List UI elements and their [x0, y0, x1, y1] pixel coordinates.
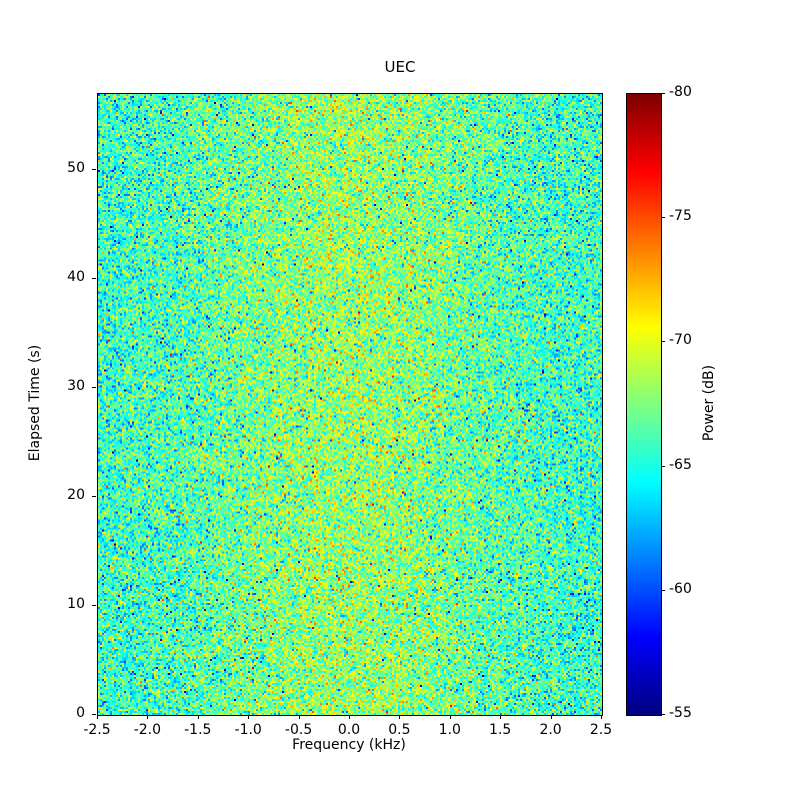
y-tick-mark [92, 496, 96, 498]
x-tick-mark [550, 715, 552, 719]
colorbar-gradient [627, 94, 661, 715]
y-tick-label: 20 [67, 487, 85, 504]
x-tick-mark [349, 715, 350, 719]
x-tick-mark [147, 715, 149, 719]
x-tick-label: -2.0 [133, 722, 162, 738]
x-tick-label: 1.5 [489, 722, 512, 738]
spectrogram-image [98, 94, 602, 715]
x-tick-mark [97, 715, 98, 719]
colorbar-tick-mark [661, 341, 665, 343]
colorbar-tick-label: -75 [669, 208, 692, 225]
y-axis-label: Elapsed Time (s) [27, 344, 43, 462]
y-tick-label: 0 [76, 705, 85, 721]
colorbar-tick-label: -65 [669, 456, 692, 473]
x-tick-label: 1.0 [438, 722, 461, 738]
x-tick-mark [197, 715, 199, 719]
colorbar-tick-mark [661, 589, 665, 591]
x-tick-label: 0.0 [337, 722, 361, 738]
colorbar-tick-mark [661, 93, 665, 94]
y-tick-mark [92, 278, 96, 280]
x-tick-mark [399, 715, 401, 719]
title-main: UEC [384, 58, 416, 76]
x-tick-label: -1.5 [184, 722, 212, 738]
x-tick-mark [248, 715, 250, 719]
colorbar-tick-label: -70 [669, 332, 692, 349]
y-tick-mark [92, 169, 96, 171]
y-tick-label: 50 [67, 160, 85, 177]
x-tick-label: -0.5 [284, 722, 313, 738]
colorbar-tick-mark [661, 465, 665, 467]
x-tick-label: -2.5 [83, 722, 111, 738]
x-tick-label: 2.5 [589, 722, 613, 738]
colorbar-tick-label: -60 [669, 580, 692, 597]
x-axis-label: Frequency (kHz) [292, 737, 406, 753]
x-tick-mark [601, 715, 602, 719]
y-tick-label: 40 [67, 269, 85, 286]
x-tick-label: -1.0 [234, 722, 262, 738]
y-tick-mark [92, 714, 96, 715]
colorbar[interactable] [626, 93, 662, 716]
colorbar-tick-mark [661, 217, 665, 219]
colorbar-tick-label: -55 [669, 705, 692, 721]
x-tick-mark [298, 715, 300, 719]
colorbar-tick-mark [661, 714, 665, 715]
x-tick-label: 2.0 [539, 722, 562, 738]
x-tick-mark [500, 715, 502, 719]
y-tick-mark [92, 605, 96, 607]
spectrogram-plot[interactable] [97, 93, 603, 716]
colorbar-tick-label: -80 [669, 84, 692, 100]
y-tick-mark [92, 387, 96, 389]
x-tick-mark [449, 715, 451, 719]
x-tick-label: 0.5 [388, 722, 411, 738]
y-tick-label: 30 [67, 378, 85, 395]
y-tick-label: 10 [67, 596, 85, 613]
colorbar-label: Power (dB) [701, 364, 717, 442]
